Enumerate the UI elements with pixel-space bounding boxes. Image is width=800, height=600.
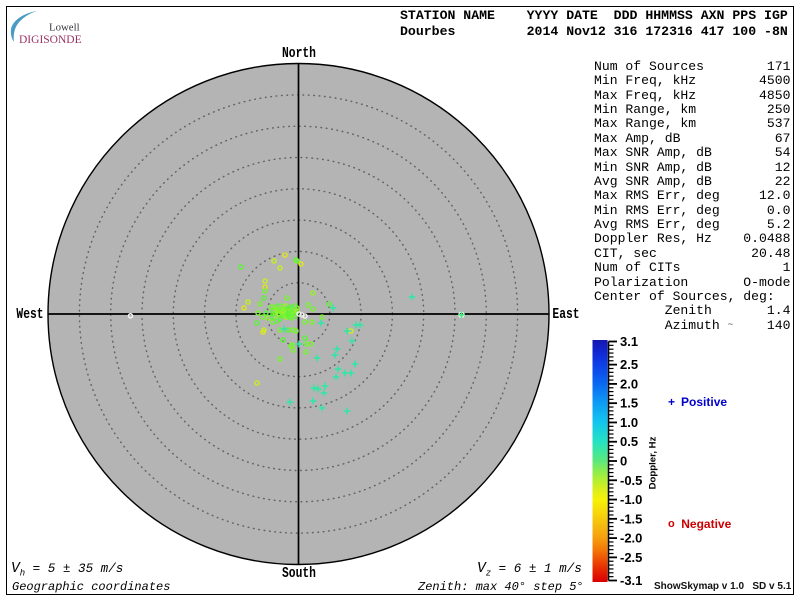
svg-text:-2.0: -2.0 (620, 531, 642, 546)
svg-text:Lowell: Lowell (49, 22, 80, 34)
svg-text:0: 0 (620, 454, 627, 469)
svg-text:DIGISONDE: DIGISONDE (19, 34, 82, 46)
svg-text:-3.1: -3.1 (620, 573, 642, 588)
svg-text:1.0: 1.0 (620, 415, 638, 430)
svg-text:2.5: 2.5 (620, 357, 638, 372)
svg-text:3.1: 3.1 (620, 334, 638, 349)
svg-text:2.0: 2.0 (620, 376, 638, 391)
svg-text:0.5: 0.5 (620, 434, 638, 449)
svg-text:-1.5: -1.5 (620, 511, 642, 526)
svg-text:1.5: 1.5 (620, 396, 638, 411)
svg-text:-1.0: -1.0 (620, 492, 642, 507)
svg-text:-2.5: -2.5 (620, 550, 642, 565)
svg-text:-0.5: -0.5 (620, 473, 642, 488)
svg-text:Doppler, Hz: Doppler, Hz (648, 436, 659, 489)
